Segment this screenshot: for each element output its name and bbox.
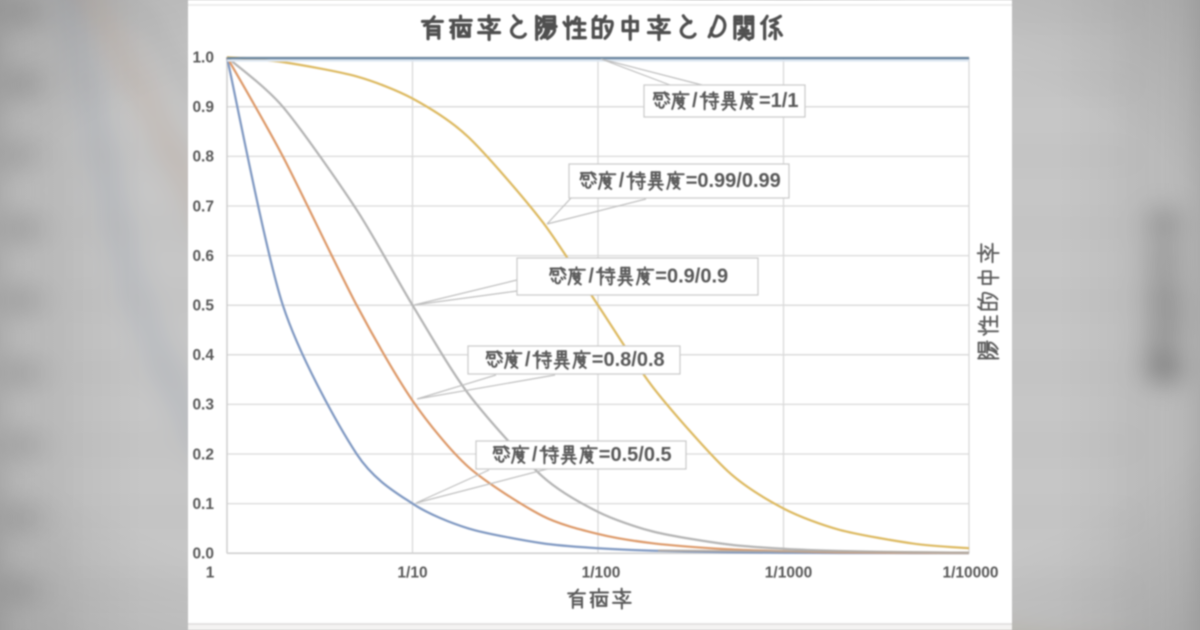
svg-text:=0.9/0.9: =0.9/0.9 [655, 266, 728, 288]
svg-text:1/10000: 1/10000 [942, 565, 998, 582]
svg-text:0.9: 0.9 [6, 0, 37, 25]
svg-text:0.6: 0.6 [6, 216, 37, 241]
svg-text:=0.99/0.99: =0.99/0.99 [686, 170, 781, 192]
svg-text:/: / [588, 266, 594, 288]
svg-text:0.7: 0.7 [6, 144, 37, 169]
svg-text:/: / [525, 349, 531, 371]
svg-text:0.7: 0.7 [192, 198, 214, 215]
svg-text:1/1000: 1/1000 [765, 565, 812, 582]
svg-text:1/10: 1/10 [397, 565, 427, 582]
svg-text:=0.8/0.8: =0.8/0.8 [592, 349, 665, 371]
svg-text:0.1: 0.1 [6, 577, 37, 602]
svg-text:0.0: 0.0 [192, 546, 214, 563]
svg-text:0.4: 0.4 [6, 361, 38, 386]
svg-text:=1/1: =1/1 [759, 90, 798, 112]
svg-text:1.0: 1.0 [192, 50, 214, 67]
svg-text:0.1: 0.1 [192, 496, 214, 513]
svg-text:/: / [532, 444, 538, 466]
svg-text:0.4: 0.4 [192, 347, 214, 364]
svg-text:0.2: 0.2 [6, 505, 37, 530]
svg-text:0.3: 0.3 [6, 433, 37, 458]
svg-text:0.6: 0.6 [192, 248, 214, 265]
svg-text:1/100: 1/100 [582, 565, 621, 582]
svg-text:1: 1 [206, 565, 215, 582]
svg-text:=0.5/0.5: =0.5/0.5 [599, 444, 672, 466]
svg-text:0.8: 0.8 [6, 72, 37, 97]
svg-text:0.9: 0.9 [192, 99, 214, 116]
svg-text:/: / [619, 170, 625, 192]
svg-text:0.5: 0.5 [6, 289, 37, 314]
svg-text:/: / [692, 90, 698, 112]
svg-text:0.3: 0.3 [192, 397, 214, 414]
svg-text:0.5: 0.5 [192, 298, 214, 315]
svg-text:0.2: 0.2 [192, 446, 214, 463]
svg-text:0.8: 0.8 [192, 149, 214, 166]
